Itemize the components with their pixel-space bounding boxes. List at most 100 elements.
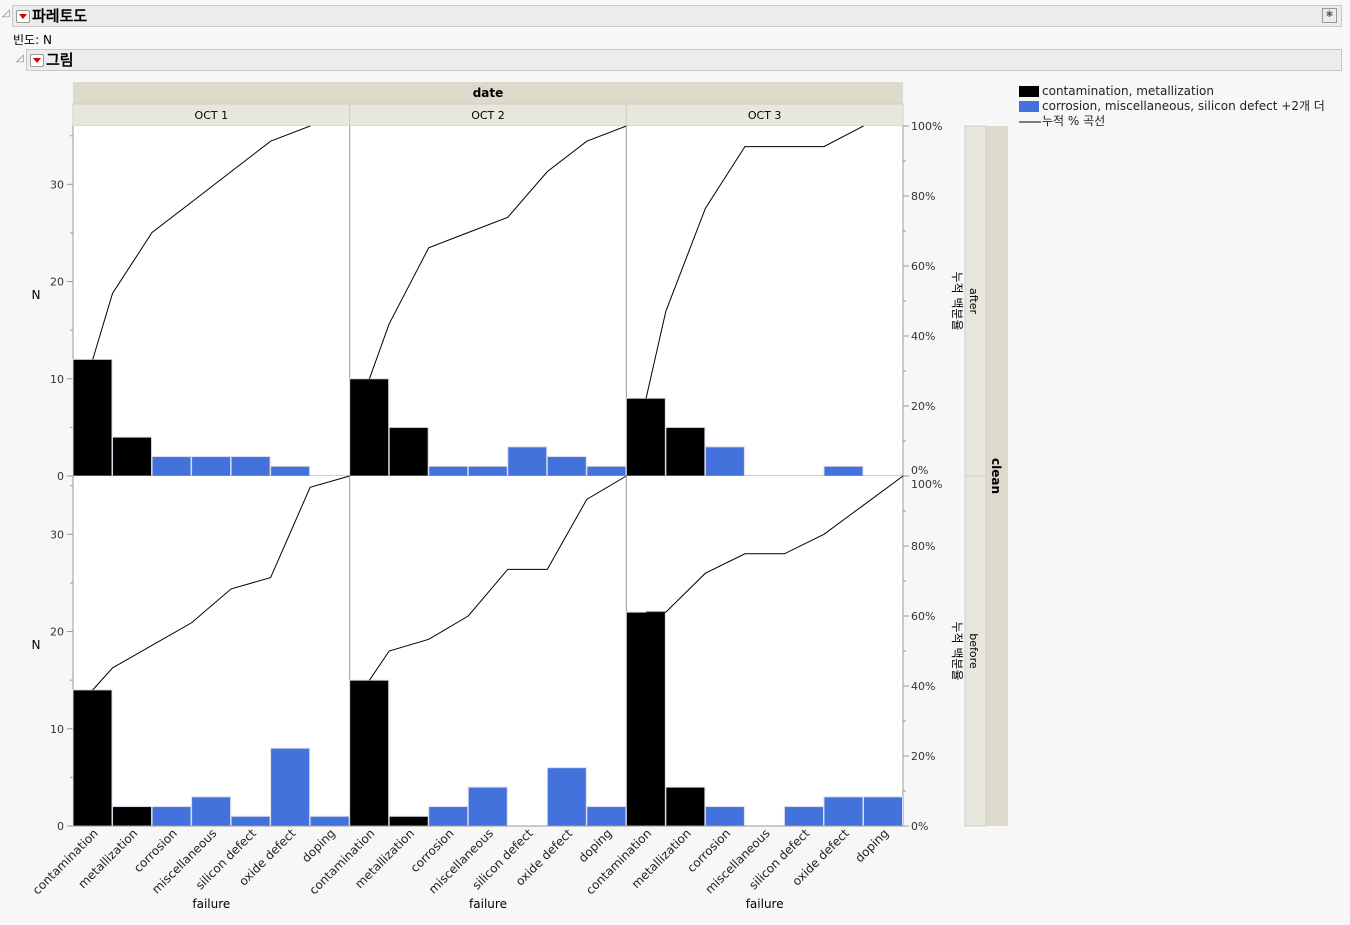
- cumulative-percent-line: [368, 125, 627, 379]
- bar-metallization: [112, 806, 153, 827]
- bar-miscellaneous: [191, 796, 232, 827]
- x-axis-title: failure: [192, 897, 230, 911]
- y2-tick-label: 20%: [911, 400, 935, 413]
- bar-contamination: [349, 378, 390, 477]
- bar-metallization: [388, 815, 429, 827]
- bar-miscellaneous: [191, 456, 232, 477]
- y2-tick-label: 100%: [911, 120, 942, 133]
- legend-label: contamination, metallization: [1042, 84, 1214, 98]
- bar-contamination: [625, 611, 666, 827]
- bar-oxide-defect: [546, 456, 587, 477]
- col-label: OCT 2: [471, 109, 505, 122]
- bar-oxide-defect: [270, 747, 311, 827]
- x-axis-title: failure: [469, 897, 507, 911]
- row-label: after: [967, 288, 980, 315]
- y2-tick-label: 100%: [911, 478, 942, 491]
- bar-contamination: [349, 679, 390, 827]
- bar-silicon-defect: [783, 806, 824, 827]
- bar-doping: [862, 796, 904, 827]
- bar-corrosion: [428, 806, 469, 827]
- x-tick-label: contamination: [30, 826, 101, 897]
- plot-panel-bg: [73, 126, 903, 476]
- bar-contamination: [72, 689, 113, 827]
- y-axis-title: N: [32, 288, 41, 302]
- bar-doping: [586, 465, 627, 477]
- bar-contamination: [72, 358, 113, 477]
- y-tick-label: 0: [57, 470, 64, 483]
- y-tick-label: 0: [57, 820, 64, 833]
- bar-miscellaneous: [467, 465, 508, 477]
- outline-header: [26, 49, 1342, 71]
- y-tick-label: 20: [50, 626, 64, 639]
- plot-panel-bg: [73, 476, 903, 826]
- cumulative-percent-line: [645, 125, 864, 399]
- bar-silicon-defect: [507, 446, 548, 477]
- bar-metallization: [388, 426, 429, 477]
- col-label: OCT 1: [195, 109, 229, 122]
- collapse-triangle-icon[interactable]: ◿: [16, 53, 24, 64]
- cumulative-percent-line: [646, 475, 904, 613]
- y2-tick-label: 0%: [911, 820, 928, 833]
- y-axis-title: N: [32, 638, 41, 652]
- frequency-label: 빈도: N: [13, 33, 52, 47]
- y2-axis-title: 누적 백분율: [950, 271, 964, 330]
- bar-oxide-defect: [546, 767, 587, 827]
- bar-oxide-defect: [823, 796, 864, 827]
- report-title: 파레토도: [32, 7, 88, 25]
- y-tick-label: 10: [50, 723, 64, 736]
- collapse-triangle-icon[interactable]: ◿: [2, 8, 10, 19]
- bar-corrosion: [151, 456, 192, 477]
- bar-metallization: [665, 426, 706, 477]
- row-group-label: clean: [989, 458, 1003, 494]
- col-group-label: date: [473, 86, 504, 100]
- red-triangle-menu-icon[interactable]: [30, 54, 44, 67]
- bar-doping: [309, 815, 350, 827]
- bar-contamination: [625, 397, 666, 477]
- bar-oxide-defect: [823, 465, 864, 477]
- bar-oxide-defect: [270, 465, 311, 477]
- row-group-header: [986, 126, 1008, 826]
- y-tick-label: 30: [50, 528, 64, 541]
- y2-tick-label: 0%: [911, 464, 928, 477]
- y2-tick-label: 60%: [911, 610, 935, 623]
- row-header: [964, 475, 987, 827]
- y2-tick-label: 80%: [911, 190, 935, 203]
- y2-tick-label: 40%: [911, 330, 935, 343]
- y-tick-label: 20: [50, 276, 64, 289]
- y-tick-label: 10: [50, 373, 64, 386]
- bar-silicon-defect: [230, 456, 271, 477]
- legend-label: corrosion, miscellaneous, silicon defect…: [1042, 99, 1325, 113]
- x-tick-label: doping: [576, 826, 615, 865]
- report-header: [12, 5, 1342, 27]
- y2-tick-label: 80%: [911, 540, 935, 553]
- cumulative-percent-line: [92, 475, 350, 691]
- y2-tick-label: 40%: [911, 680, 935, 693]
- outline-title: 그림: [46, 51, 74, 69]
- legend-swatch: [1019, 101, 1039, 112]
- legend-swatch: [1019, 86, 1039, 97]
- window-restore-icon[interactable]: ✱: [1322, 8, 1337, 23]
- cumulative-percent-line: [369, 475, 627, 681]
- col-label: OCT 3: [748, 109, 782, 122]
- bar-metallization: [665, 786, 706, 827]
- row-label: before: [967, 633, 980, 669]
- x-axis-title: failure: [746, 897, 784, 911]
- bar-silicon-defect: [230, 815, 271, 827]
- bar-corrosion: [704, 806, 745, 827]
- legend-label: 누적 % 곡선: [1042, 114, 1105, 128]
- y2-tick-label: 60%: [911, 260, 935, 273]
- col-group-header: [73, 82, 903, 104]
- bar-miscellaneous: [467, 786, 508, 827]
- y-tick-label: 30: [50, 178, 64, 191]
- bar-corrosion: [151, 806, 192, 827]
- bar-corrosion: [428, 465, 469, 477]
- bar-metallization: [112, 436, 153, 477]
- x-tick-label: doping: [852, 826, 891, 865]
- cumulative-percent-line: [92, 125, 311, 360]
- red-triangle-menu-icon[interactable]: [16, 10, 30, 23]
- bar-corrosion: [704, 446, 745, 477]
- y2-tick-label: 20%: [911, 750, 935, 763]
- bar-doping: [586, 806, 627, 827]
- y2-axis-title: 누적 백분율: [950, 621, 964, 680]
